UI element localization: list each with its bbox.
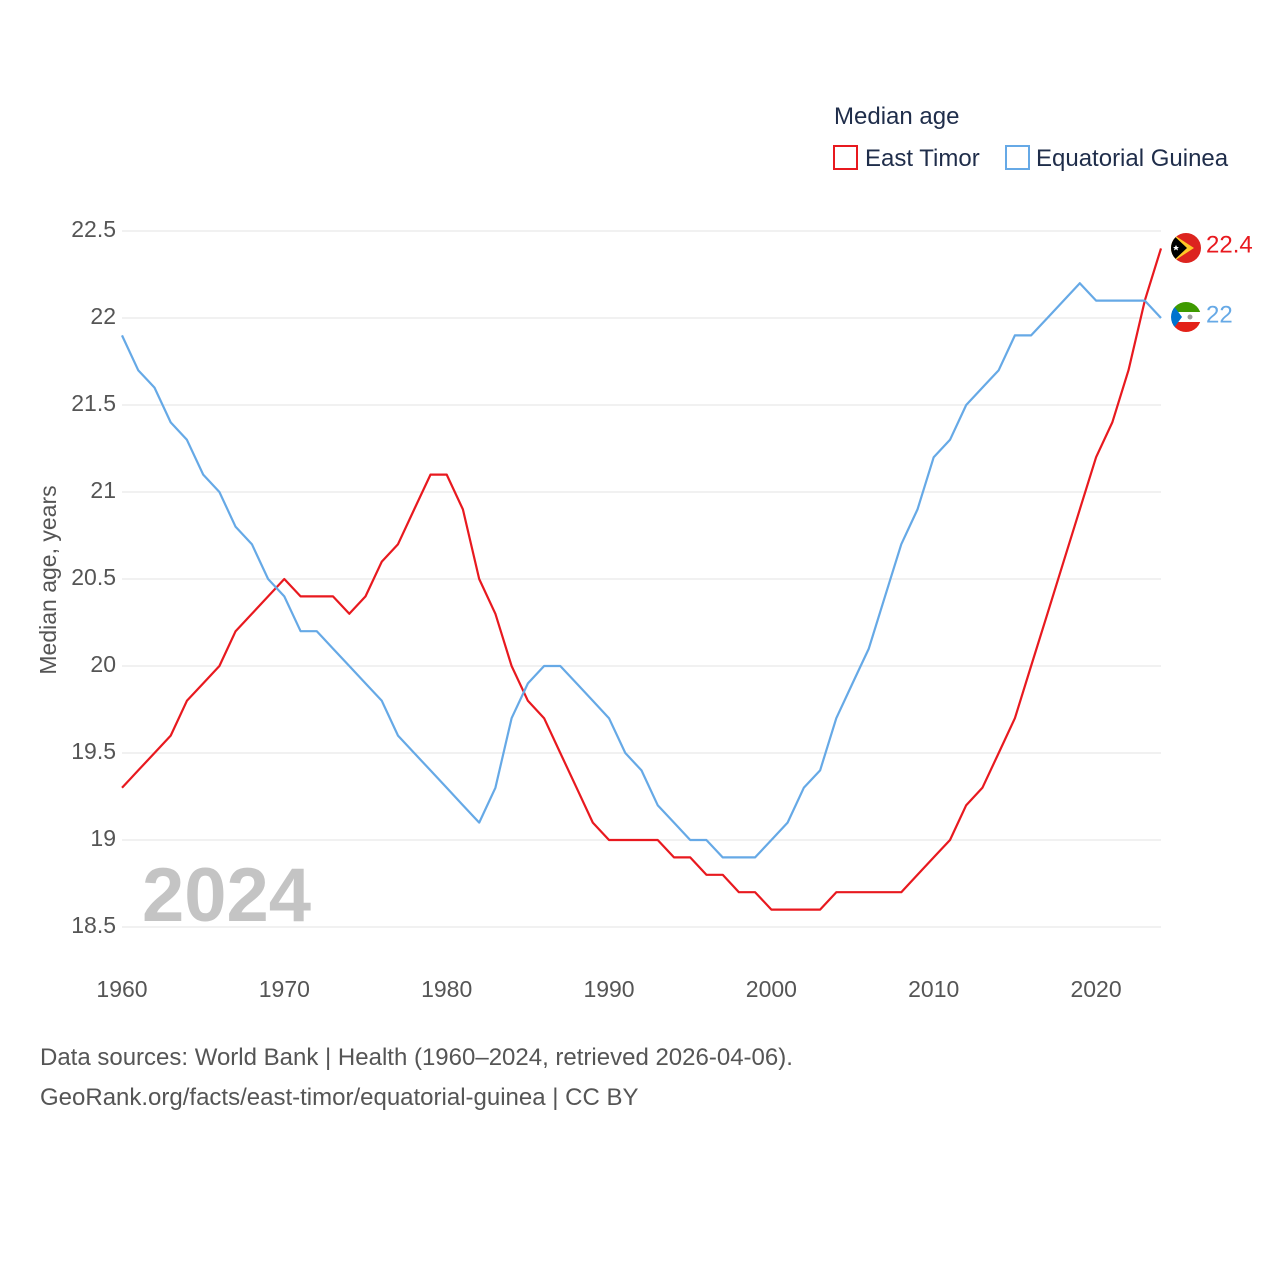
y-tick-label: 22.5 <box>71 216 116 242</box>
y-tick-label: 19.5 <box>71 738 116 764</box>
legend: Median age East Timor Equatorial Guinea <box>833 103 1229 172</box>
x-tick-label: 1970 <box>259 976 310 1002</box>
y-axis-title: Median age, years <box>35 485 61 674</box>
series-line-east-timor[interactable] <box>121 248 1163 911</box>
series-line-equatorial-guinea[interactable] <box>121 282 1162 859</box>
year-watermark: 2024 <box>142 853 311 938</box>
legend-swatch-equatorial-guinea[interactable] <box>1005 145 1030 170</box>
y-axis: 18.5 19 19.5 20 20.5 21 21.5 22 22.5 <box>71 216 116 938</box>
x-tick-label: 2000 <box>746 976 797 1002</box>
attribution-line: GeoRank.org/facts/east-timor/equatorial-… <box>40 1084 639 1111</box>
legend-label-equatorial-guinea[interactable]: Equatorial Guinea <box>1036 145 1229 172</box>
legend-label-east-timor[interactable]: East Timor <box>865 145 980 172</box>
x-tick-label: 1990 <box>583 976 634 1002</box>
x-tick-label: 2010 <box>908 976 959 1002</box>
legend-swatch-east-timor[interactable] <box>833 145 858 170</box>
y-tick-label: 19 <box>90 825 116 851</box>
y-tick-label: 20.5 <box>71 564 116 590</box>
end-value-label-east-timor: 22.4 <box>1206 231 1253 258</box>
y-tick-label: 22 <box>90 303 116 329</box>
end-value-label-equatorial-guinea: 22 <box>1206 301 1233 328</box>
x-tick-label: 1980 <box>421 976 472 1002</box>
equatorial-guinea-flag-icon <box>1171 302 1201 332</box>
y-tick-label: 20 <box>90 651 116 677</box>
legend-title: Median age <box>834 103 959 130</box>
grid <box>122 230 1161 928</box>
series-lines <box>121 248 1163 911</box>
y-tick-label: 21.5 <box>71 390 116 416</box>
east-timor-flag-icon <box>1171 233 1201 263</box>
x-axis: 1960 1970 1980 1990 2000 2010 2020 <box>96 976 1121 1002</box>
end-markers: 22.4 22 <box>1206 231 1253 328</box>
source-line: Data sources: World Bank | Health (1960–… <box>40 1044 793 1071</box>
y-tick-label: 18.5 <box>71 912 116 938</box>
x-tick-label: 2020 <box>1070 976 1121 1002</box>
y-tick-label: 21 <box>90 477 116 503</box>
x-tick-label: 1960 <box>96 976 147 1002</box>
